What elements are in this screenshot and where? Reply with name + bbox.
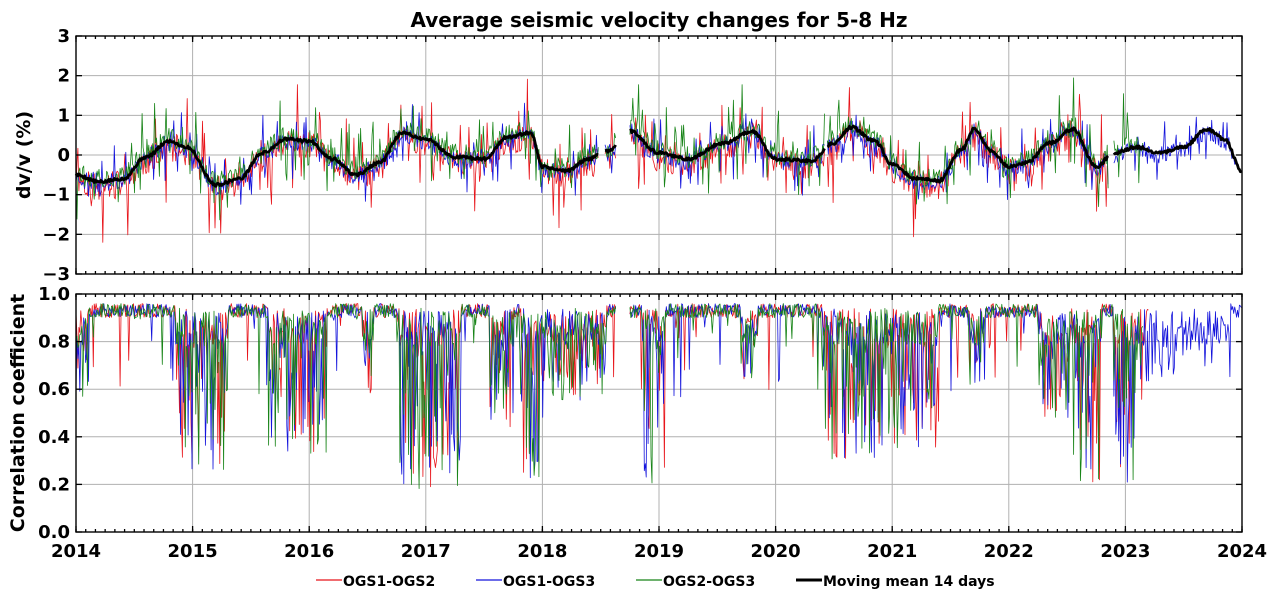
dvv-series-group [74,77,1243,243]
dvv-y-axis-label: dv/v (%) [13,111,35,199]
chart-title: Average seismic velocity changes for 5-8… [410,8,907,32]
correlation-ticks: 0.0 0.2 0.4 0.6 0.8 1.0 [38,284,1243,543]
correlation-series-ogs1-ogs2 [75,303,1149,488]
x-tick-label: 2019 [634,541,684,562]
x-tick-label: 2017 [401,541,451,562]
legend-label: OGS1-OGS2 [343,574,435,590]
dvv-panel: −3 −2 −1 0 1 2 3 dv/v (%) [13,26,1243,285]
x-tick-label: 2024 [1217,541,1267,562]
y-tick-label: 3 [57,26,70,47]
x-tick-label: 2015 [168,541,218,562]
y-tick-label: 0.4 [38,427,70,448]
dvv-series-moving-mean-14-days [74,124,1243,188]
legend-label: OGS2-OGS3 [663,574,755,590]
legend-label: Moving mean 14 days [823,574,995,590]
y-tick-label: 1.0 [38,284,70,305]
y-tick-label: 0.2 [38,474,70,495]
legend-item: Moving mean 14 days [796,574,995,590]
y-tick-label: −3 [42,264,70,285]
correlation-y-axis-label: Correlation coefficient [7,294,29,532]
x-tick-label: 2014 [51,541,101,562]
legend-item: OGS1-OGS2 [316,574,435,590]
x-tick-label: 2022 [984,541,1034,562]
y-tick-label: 2 [57,66,70,87]
x-tick-label: 2021 [867,541,917,562]
legend-item: OGS2-OGS3 [636,574,755,590]
legend: OGS1-OGS2 OGS1-OGS3 OGS2-OGS3 Moving mean 1… [316,574,995,590]
x-tick-label: 2016 [284,541,334,562]
y-tick-label: 0.8 [38,332,70,353]
y-tick-label: −2 [42,224,70,245]
legend-item: OGS1-OGS3 [476,574,595,590]
y-tick-label: −1 [42,185,70,206]
x-tick-label: 2018 [517,541,567,562]
correlation-series-ogs2-ogs3 [75,303,1144,489]
x-tick-label: 2020 [751,541,801,562]
correlation-series-group [75,303,1242,489]
y-tick-label: 0.0 [38,522,70,543]
legend-label: OGS1-OGS3 [503,574,595,590]
x-tick-labels: 2014 2015 2016 2017 2018 2019 2020 2021 2022 2023… [51,541,1267,562]
y-tick-label: 1 [57,105,70,126]
y-tick-label: 0 [57,145,70,166]
y-tick-label: 0.6 [38,379,70,400]
x-tick-label: 2023 [1100,541,1150,562]
correlation-panel: 0.0 0.2 0.4 0.6 0.8 1.0 Correlation coefficie… [7,284,1243,543]
dvv-ticks: −3 −2 −1 0 1 2 3 [42,26,1243,285]
